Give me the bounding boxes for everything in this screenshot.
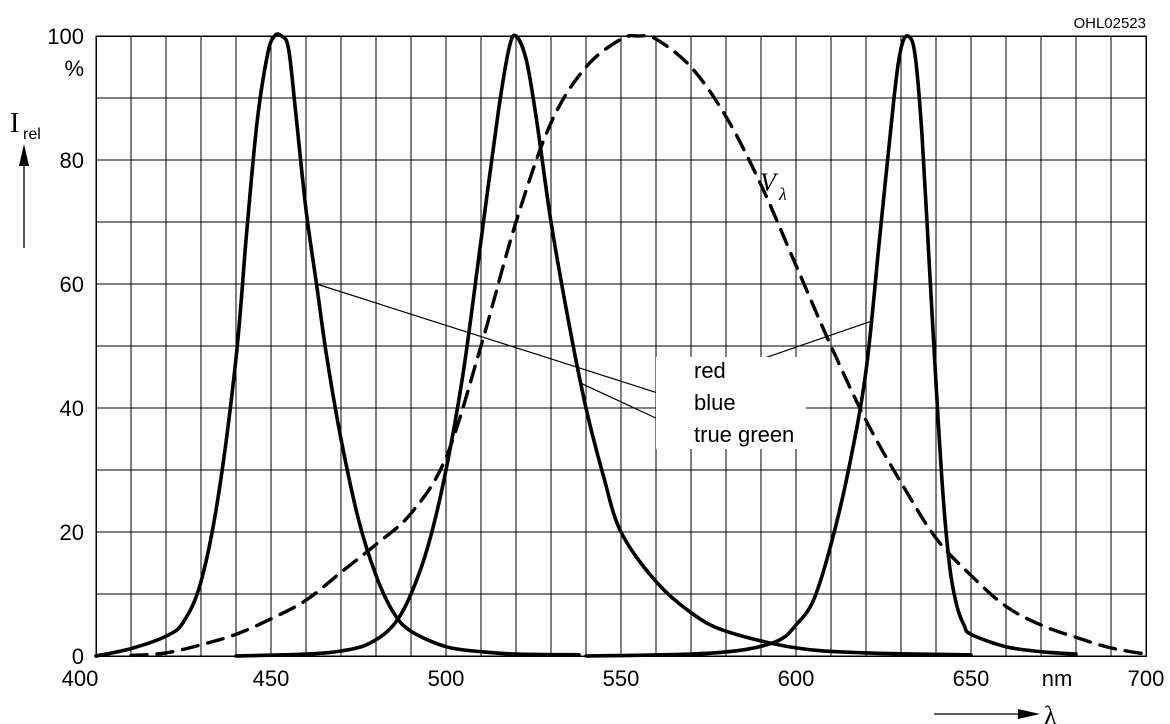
x-axis-title: λ	[934, 701, 1057, 724]
x-unit-label: nm	[1042, 666, 1073, 691]
x-tick-label: 600	[778, 666, 815, 691]
series-v-lambda-curve	[129, 33, 1148, 658]
series-red-curve	[584, 34, 1078, 658]
y-unit-label: %	[64, 56, 84, 81]
y-axis-title: I rel	[10, 108, 41, 248]
y-axis-title-main: I	[10, 108, 19, 139]
x-tick-label: 550	[603, 666, 640, 691]
y-tick-label: 80	[60, 148, 84, 173]
v-lambda-main: V	[760, 168, 779, 197]
series-true-green-curve	[234, 33, 973, 658]
label-true-green: true green	[694, 422, 794, 447]
y-tick-label: 60	[60, 272, 84, 297]
label-red: red	[694, 358, 726, 383]
figure-code: OHL02523	[1073, 15, 1146, 32]
y-tick-label: 40	[60, 396, 84, 421]
v-lambda-label: V λ	[760, 168, 787, 204]
y-tick-label: 0	[72, 644, 84, 669]
x-tick-labels: 400 450 500 550 600 650 700	[62, 666, 1165, 691]
y-axis-arrow-head	[19, 144, 29, 166]
leader-line-blue	[316, 283, 687, 403]
x-axis-symbol: λ	[1044, 701, 1057, 724]
x-tick-label: 650	[953, 666, 990, 691]
y-tick-labels: 0 20 40 60 80 100	[47, 24, 84, 669]
v-lambda-sub: λ	[778, 184, 787, 204]
x-tick-label: 450	[253, 666, 290, 691]
data-series-group	[94, 32, 1148, 658]
x-tick-label: 500	[428, 666, 465, 691]
x-axis-arrow-head	[1018, 709, 1040, 719]
y-axis-title-sub: rel	[23, 126, 41, 143]
label-blue: blue	[694, 390, 736, 415]
chart-grid	[96, 36, 1146, 656]
legend-label-backdrop	[656, 357, 806, 449]
y-tick-label: 20	[60, 520, 84, 545]
series-blue-curve	[94, 32, 581, 658]
x-tick-label: 700	[1128, 666, 1165, 691]
x-tick-label: 400	[62, 666, 99, 691]
y-tick-label: 100	[47, 24, 84, 49]
